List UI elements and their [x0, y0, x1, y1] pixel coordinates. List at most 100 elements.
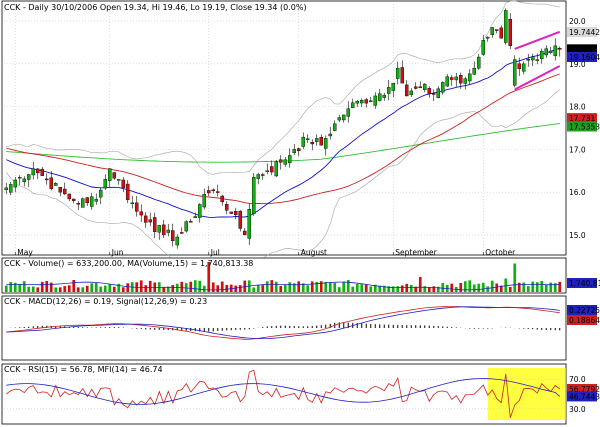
volume-bar: [144, 285, 148, 292]
volume-bar: [423, 286, 427, 292]
volume-bar: [481, 282, 485, 292]
price-series: [4, 0, 562, 270]
candle-body: [62, 188, 67, 195]
candle-body: [445, 76, 450, 87]
mfi-tag-bg: [567, 391, 597, 402]
macd-tag-bg: [567, 305, 597, 315]
candle-body: [355, 101, 360, 104]
volume-bar: [301, 283, 305, 292]
ma50-line: [6, 73, 560, 205]
candle-body: [301, 136, 306, 147]
mfi-tag-label: 46.7443: [569, 392, 600, 401]
candle-body: [391, 82, 396, 91]
price-tick-label: 15.0: [569, 231, 586, 240]
volume-bar: [351, 286, 355, 292]
candle-body: [490, 27, 495, 35]
candle-body: [247, 209, 252, 239]
candle-body: [103, 179, 108, 189]
volume-bar: [540, 280, 544, 292]
price-axis: 20.019.744219.3419.160419.018.017.73117.…: [567, 17, 600, 240]
volume-ma-line: [6, 281, 560, 291]
signal-tag-bg: [567, 315, 597, 325]
candle-body: [229, 211, 234, 214]
candle-body: [503, 10, 508, 43]
candle-body: [206, 190, 211, 194]
volume-bar: [319, 281, 323, 292]
volume-bar: [162, 287, 166, 292]
volume-bar: [58, 287, 62, 292]
volume-bar: [508, 287, 512, 292]
volume-bar: [94, 282, 98, 292]
candle-body: [539, 50, 544, 59]
volume-bar: [81, 287, 85, 292]
candle-body: [332, 123, 337, 131]
volume-bar: [310, 281, 314, 292]
volume-bar: [517, 282, 521, 292]
volume-bar: [211, 282, 215, 292]
volume-bar: [243, 280, 247, 292]
candle-body: [269, 166, 274, 173]
price-tag-label: 19.34: [569, 45, 591, 54]
bollinger-lower-line: [6, 89, 561, 270]
volume-bar: [369, 286, 373, 292]
volume-bar: [288, 282, 292, 292]
candle-body: [404, 84, 409, 97]
volume-bar: [85, 285, 89, 292]
candle-body: [76, 203, 81, 205]
volume-bar: [270, 280, 274, 292]
volume-bar: [292, 283, 296, 292]
candle-body: [22, 178, 27, 183]
candle-body: [458, 75, 463, 84]
volume-bar: [549, 282, 553, 292]
volume-bar: [99, 286, 103, 292]
volume-bar: [450, 283, 454, 292]
candle-body: [193, 216, 198, 218]
x-tick-label: Jul: [210, 248, 220, 257]
x-axis-labels: May Jun Jul August September October: [14, 248, 516, 257]
volume-bar: [544, 284, 548, 292]
volume-bar: [297, 281, 301, 292]
x-tick-label: September: [395, 248, 437, 257]
candle-body: [67, 193, 72, 200]
candle-body: [157, 225, 162, 233]
volume-bar: [193, 280, 197, 292]
candle-body: [485, 36, 490, 39]
volume-bar: [499, 285, 503, 292]
volume-bar: [36, 287, 40, 292]
volume-bar: [477, 283, 481, 292]
candle-body: [553, 45, 558, 56]
volume-bar: [27, 286, 31, 292]
volume-tag-bg: [567, 278, 597, 288]
price-tag-label: 17.731: [569, 114, 595, 123]
candle-body: [548, 50, 553, 53]
rsi-title: CCK - RSI(15) = 56.78, MFI(14) = 46.74: [4, 365, 163, 374]
price-tag-label: 19.1604: [569, 53, 600, 62]
volume-bar: [117, 283, 121, 292]
volume-bar: [90, 283, 94, 292]
candle-body: [494, 29, 499, 31]
volume-bar: [121, 287, 125, 292]
volume-bar: [396, 286, 400, 292]
candle-body: [274, 161, 279, 177]
candle-body: [400, 67, 405, 84]
rsi-tag-bg: [567, 383, 597, 394]
price-title: CCK - Daily 30/10/2006 Open 19.34, Hi 19…: [4, 3, 307, 12]
candle-body: [314, 138, 319, 142]
price-tag-bg: [567, 44, 597, 55]
rsi-highlight: [487, 368, 566, 420]
candle-body: [31, 168, 36, 176]
candle-body: [44, 178, 49, 181]
macd-line: [6, 306, 560, 340]
candle-body: [89, 196, 94, 207]
candle-body: [148, 219, 153, 223]
candle-body: [211, 189, 216, 192]
candle-body: [544, 48, 549, 56]
volume-bar: [391, 286, 395, 292]
candle-body: [481, 40, 486, 55]
volume-bar: [360, 284, 364, 292]
volume-bar: [220, 281, 224, 292]
volume-bar: [234, 285, 238, 292]
candle-body: [467, 73, 472, 82]
candle-body: [197, 204, 202, 218]
